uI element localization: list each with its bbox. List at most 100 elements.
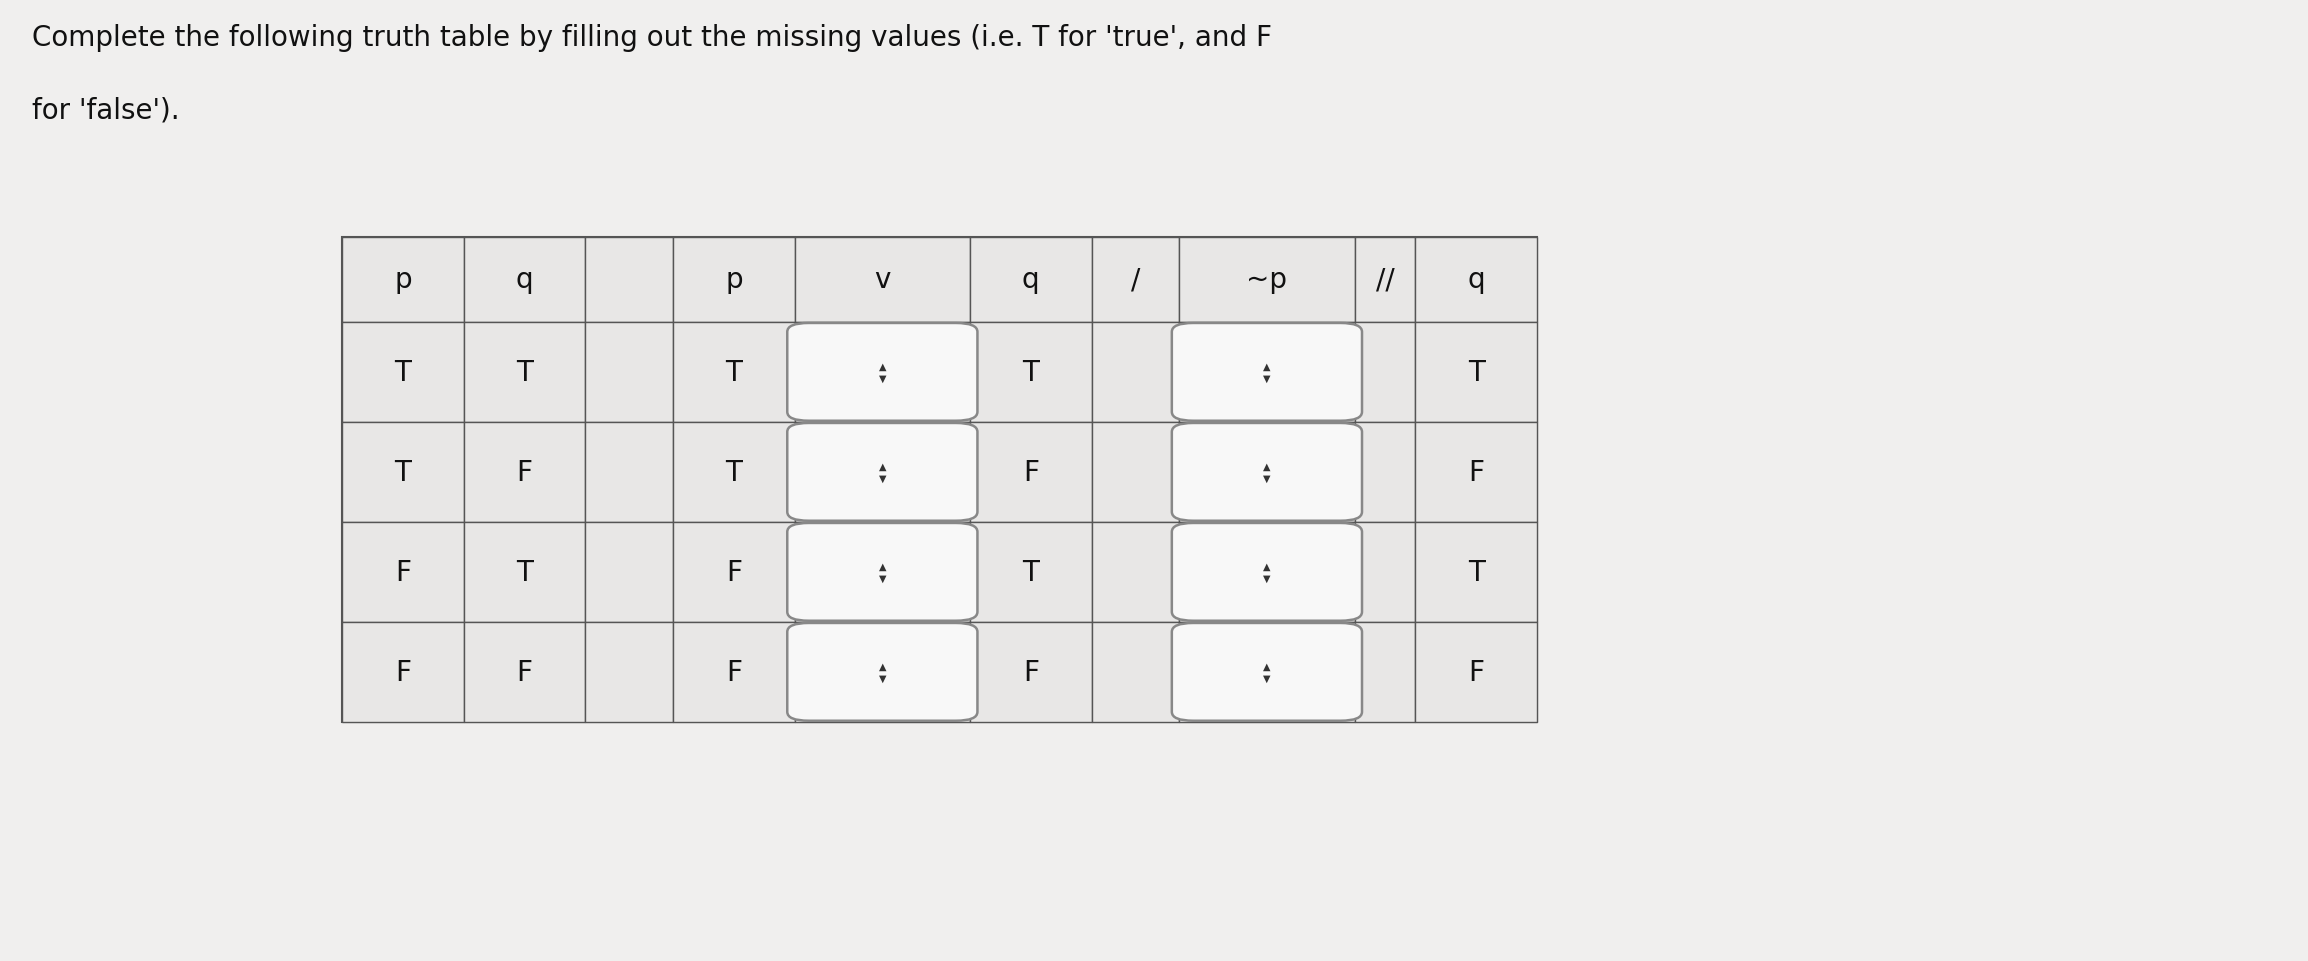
Bar xyxy=(674,423,794,523)
Text: q: q xyxy=(1022,266,1039,294)
Bar xyxy=(794,523,969,622)
Text: ▲: ▲ xyxy=(1262,661,1272,671)
Bar xyxy=(1415,323,1537,423)
Text: F: F xyxy=(395,658,411,686)
Text: ▲: ▲ xyxy=(879,461,886,472)
Text: T: T xyxy=(395,458,411,486)
Text: ▼: ▼ xyxy=(879,473,886,483)
Text: T: T xyxy=(517,358,533,386)
Bar xyxy=(464,622,586,722)
Bar xyxy=(969,323,1092,423)
Text: T: T xyxy=(1022,358,1039,386)
Bar xyxy=(674,622,794,722)
Text: ~p: ~p xyxy=(1246,266,1288,294)
Text: T: T xyxy=(395,358,411,386)
Text: p: p xyxy=(395,266,411,294)
Bar xyxy=(1355,237,1415,323)
Text: T: T xyxy=(725,458,743,486)
Bar xyxy=(1179,237,1355,323)
Bar xyxy=(794,237,969,323)
Bar xyxy=(1415,622,1537,722)
Bar xyxy=(1092,423,1179,523)
Bar xyxy=(342,622,464,722)
FancyBboxPatch shape xyxy=(787,624,976,721)
Bar xyxy=(342,237,464,323)
Text: F: F xyxy=(1022,658,1039,686)
Text: ▼: ▼ xyxy=(1262,374,1272,383)
Bar xyxy=(1092,523,1179,622)
Text: /: / xyxy=(1131,266,1140,294)
FancyBboxPatch shape xyxy=(1172,524,1362,621)
Text: F: F xyxy=(727,558,741,586)
Bar xyxy=(794,323,969,423)
Bar xyxy=(674,523,794,622)
FancyBboxPatch shape xyxy=(787,424,976,521)
Text: F: F xyxy=(517,658,533,686)
Bar xyxy=(969,523,1092,622)
Text: for 'false').: for 'false'). xyxy=(32,96,180,124)
Bar xyxy=(1179,622,1355,722)
Text: ▼: ▼ xyxy=(1262,673,1272,683)
Bar xyxy=(1355,622,1415,722)
Bar xyxy=(464,237,586,323)
Text: ▼: ▼ xyxy=(879,374,886,383)
Text: ▼: ▼ xyxy=(1262,473,1272,483)
Text: ▲: ▲ xyxy=(879,361,886,372)
Text: q: q xyxy=(515,266,533,294)
Bar xyxy=(586,622,674,722)
Bar xyxy=(1092,622,1179,722)
Text: Complete the following truth table by filling out the missing values (i.e. T for: Complete the following truth table by fi… xyxy=(32,24,1272,52)
Text: v: v xyxy=(875,266,891,294)
FancyBboxPatch shape xyxy=(1172,424,1362,521)
Text: ▲: ▲ xyxy=(1262,461,1272,472)
Bar xyxy=(794,622,969,722)
Text: T: T xyxy=(1468,358,1484,386)
Text: T: T xyxy=(725,358,743,386)
Bar xyxy=(1179,423,1355,523)
Bar xyxy=(342,523,464,622)
Bar xyxy=(586,237,674,323)
Text: F: F xyxy=(1022,458,1039,486)
Bar xyxy=(794,423,969,523)
Text: ▲: ▲ xyxy=(1262,561,1272,572)
Bar xyxy=(1179,323,1355,423)
Bar xyxy=(342,237,1537,722)
Text: p: p xyxy=(725,266,743,294)
Bar xyxy=(674,323,794,423)
Text: ▲: ▲ xyxy=(879,561,886,572)
Text: T: T xyxy=(517,558,533,586)
Text: ▼: ▼ xyxy=(879,573,886,583)
Bar xyxy=(342,323,464,423)
Text: T: T xyxy=(1022,558,1039,586)
Bar xyxy=(586,523,674,622)
Bar xyxy=(969,622,1092,722)
Text: F: F xyxy=(1468,658,1484,686)
Text: F: F xyxy=(395,558,411,586)
Bar xyxy=(464,523,586,622)
FancyBboxPatch shape xyxy=(787,524,976,621)
Bar xyxy=(1092,237,1179,323)
Text: F: F xyxy=(517,458,533,486)
Bar xyxy=(1355,423,1415,523)
Bar xyxy=(342,423,464,523)
Bar xyxy=(1355,523,1415,622)
Bar xyxy=(969,423,1092,523)
Bar xyxy=(464,423,586,523)
Text: T: T xyxy=(1468,558,1484,586)
Bar xyxy=(1415,423,1537,523)
Bar xyxy=(464,323,586,423)
Text: //: // xyxy=(1376,266,1394,294)
Bar xyxy=(586,323,674,423)
Bar xyxy=(1179,523,1355,622)
Bar xyxy=(969,237,1092,323)
Bar xyxy=(1355,323,1415,423)
Text: ▲: ▲ xyxy=(879,661,886,671)
Bar xyxy=(1415,523,1537,622)
Bar xyxy=(586,423,674,523)
Text: F: F xyxy=(1468,458,1484,486)
Bar xyxy=(1415,237,1537,323)
Bar xyxy=(674,237,794,323)
Text: F: F xyxy=(727,658,741,686)
Bar xyxy=(1092,323,1179,423)
Text: ▲: ▲ xyxy=(1262,361,1272,372)
